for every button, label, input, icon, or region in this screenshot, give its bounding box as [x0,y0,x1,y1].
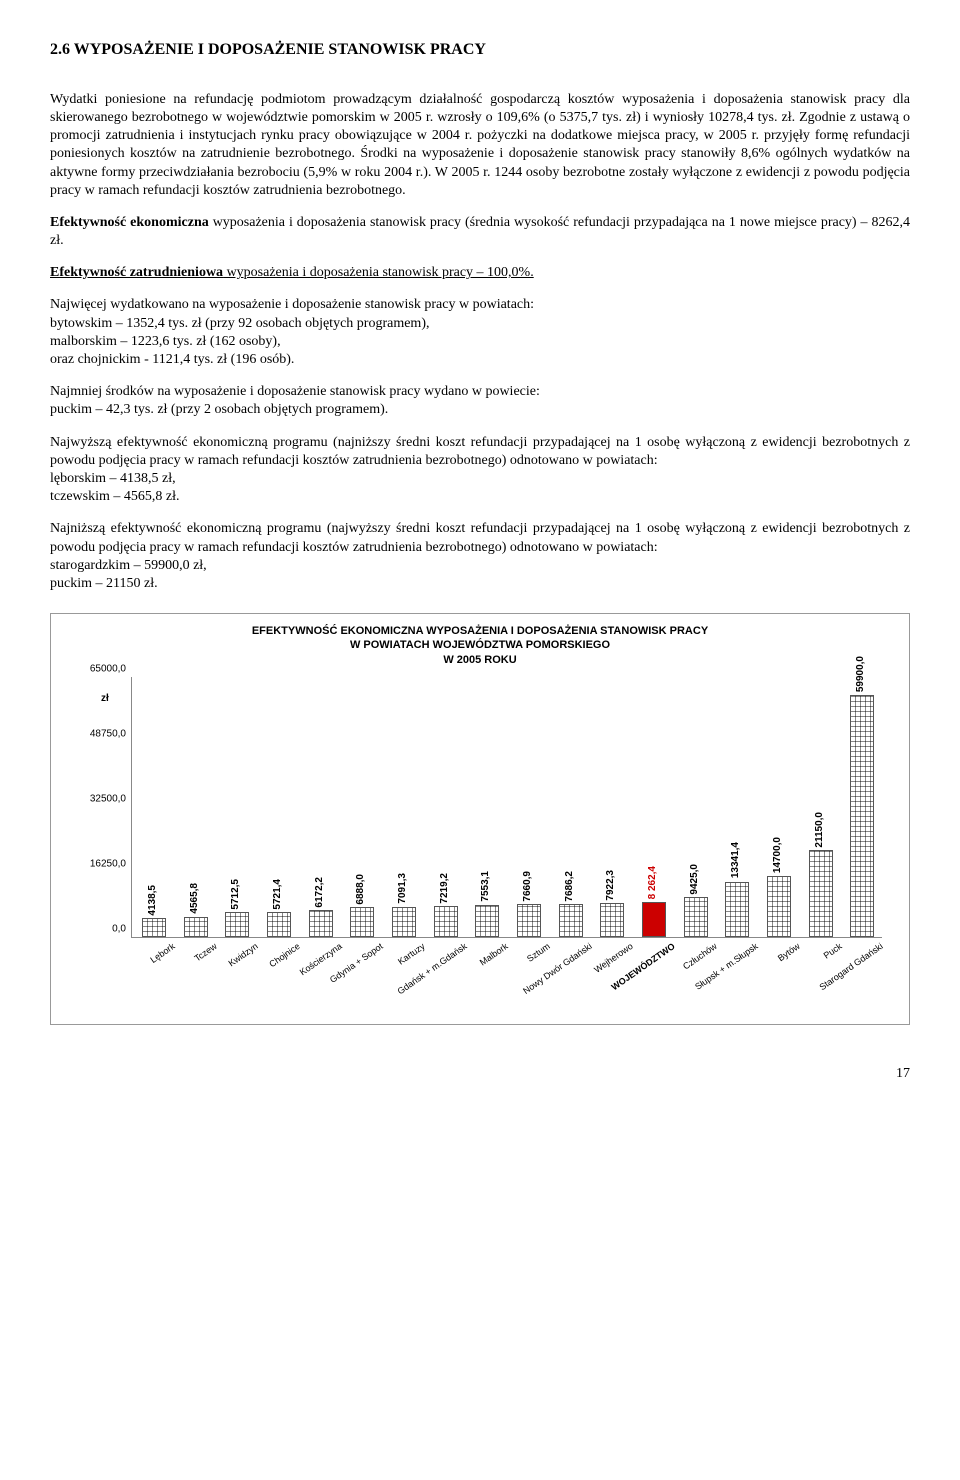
chart-bar [767,876,791,937]
bar-value-label: 14700,0 [771,837,784,873]
chart-bar [684,897,708,937]
chart-plot: 4138,5 4565,8 5712,5 5721,4 6172,2 6888,0 7091… [131,677,882,938]
y-tick: 0,0 [76,923,126,936]
chart-title: EFEKTYWNOŚĆ EKONOMICZNA WYPOSAŻENIA I DO… [71,624,889,667]
x-tick-label: Kościerzyna [264,941,344,1002]
chart-bar [725,882,749,937]
paragraph-2: Efektywność ekonomiczna wyposażenia i do… [50,214,910,250]
x-tick-label: Słupsk + m.Słupsk [680,941,760,1002]
section-heading: 2.6 WYPOSAŻENIE I DOPOSAŻENIE STANOWISK … [50,40,910,61]
chart-bar [392,907,416,937]
x-tick-label: Kwidzyn [180,941,260,1002]
bar-value-label: 8 262,4 [646,866,659,899]
x-tick-label: Wejherowo [555,941,635,1002]
x-tick-label: Puck [764,941,844,1002]
bar-value-label: 7091,3 [396,873,409,904]
chart-bar [434,906,458,937]
chart-area: zł 0,016250,032500,048750,065000,0 4138,… [71,677,889,997]
bar-value-label: 7686,2 [563,871,576,902]
chart-bar [309,910,333,937]
paragraph-4: Najwięcej wydatkowano na wyposażenie i d… [50,296,910,369]
chart-bar [559,904,583,937]
chart-bar [225,912,249,937]
x-tick-label: Malbork [430,941,510,1002]
bar-value-label: 7219,2 [438,873,451,904]
x-tick-label: Nowy Dwór Gdański [514,941,594,1002]
bar-value-label: 59900,0 [854,656,867,692]
paragraph-3: Efektywność zatrudnieniowa wyposażenia i… [50,264,910,282]
x-tick-label: Chojnice [222,941,302,1002]
bar-value-label: 6172,2 [313,877,326,908]
x-axis-labels: LęborkTczewKwidzynChojniceKościerzynaGdy… [131,939,881,997]
y-tick: 32500,0 [76,793,126,806]
bar-value-label: 4565,8 [188,883,201,914]
chart-bar [850,695,874,937]
chart-bar [517,904,541,937]
chart-bar [809,850,833,937]
x-tick-label: Bytów [722,941,802,1002]
x-tick-label: Starogard Gdański [805,941,885,1002]
bar-value-label: 7660,9 [521,871,534,902]
y-tick: 48750,0 [76,728,126,741]
chart-bar [642,902,666,937]
bar-value-label: 9425,0 [688,864,701,895]
chart-bar [184,917,208,937]
bar-value-label: 5712,5 [229,879,242,910]
chart-bar [475,905,499,937]
y-tick: 16250,0 [76,858,126,871]
bar-value-label: 6888,0 [354,874,367,905]
eff-eco-label: Efektywność ekonomiczna [50,215,209,230]
bar-value-label: 7922,3 [604,870,617,901]
chart-bar [142,918,166,937]
bar-value-label: 5721,4 [271,879,284,910]
paragraph-7: Najniższą efektywność ekonomiczną progra… [50,520,910,593]
eff-emp-label: Efektywność zatrudnieniowa [50,265,223,280]
chart-container: EFEKTYWNOŚĆ EKONOMICZNA WYPOSAŻENIA I DO… [50,613,910,1025]
bar-value-label: 4138,5 [146,885,159,916]
x-tick-label: Tczew [139,941,219,1002]
paragraph-1: Wydatki poniesione na refundację podmiot… [50,91,910,200]
paragraph-6: Najwyższą efektywność ekonomiczną progra… [50,434,910,507]
eff-emp-text: wyposażenia i doposażenia stanowisk prac… [223,265,534,280]
x-tick-label: Gdańsk + m.Gdańsk [389,941,469,1002]
y-tick: 65000,0 [76,663,126,676]
bar-value-label: 13341,4 [729,842,742,878]
x-tick-label: WOJEWÓDZTWO [597,941,677,1002]
chart-bar [350,907,374,937]
bar-value-label: 7553,1 [479,871,492,902]
page-number: 17 [50,1065,910,1083]
chart-bar [267,912,291,937]
x-tick-label: Kartuzy [347,941,427,1002]
paragraph-5: Najmniej środków na wyposażenie i doposa… [50,383,910,419]
y-axis-ticks: 0,016250,032500,048750,065000,0 [71,677,126,937]
chart-bar [600,903,624,937]
x-tick-label: Gdynia + Sopot [305,941,385,1002]
x-tick-label: Lębork [97,941,177,1002]
bar-value-label: 21150,0 [813,812,826,848]
x-tick-label: Człuchów [639,941,719,1002]
x-tick-label: Sztum [472,941,552,1002]
